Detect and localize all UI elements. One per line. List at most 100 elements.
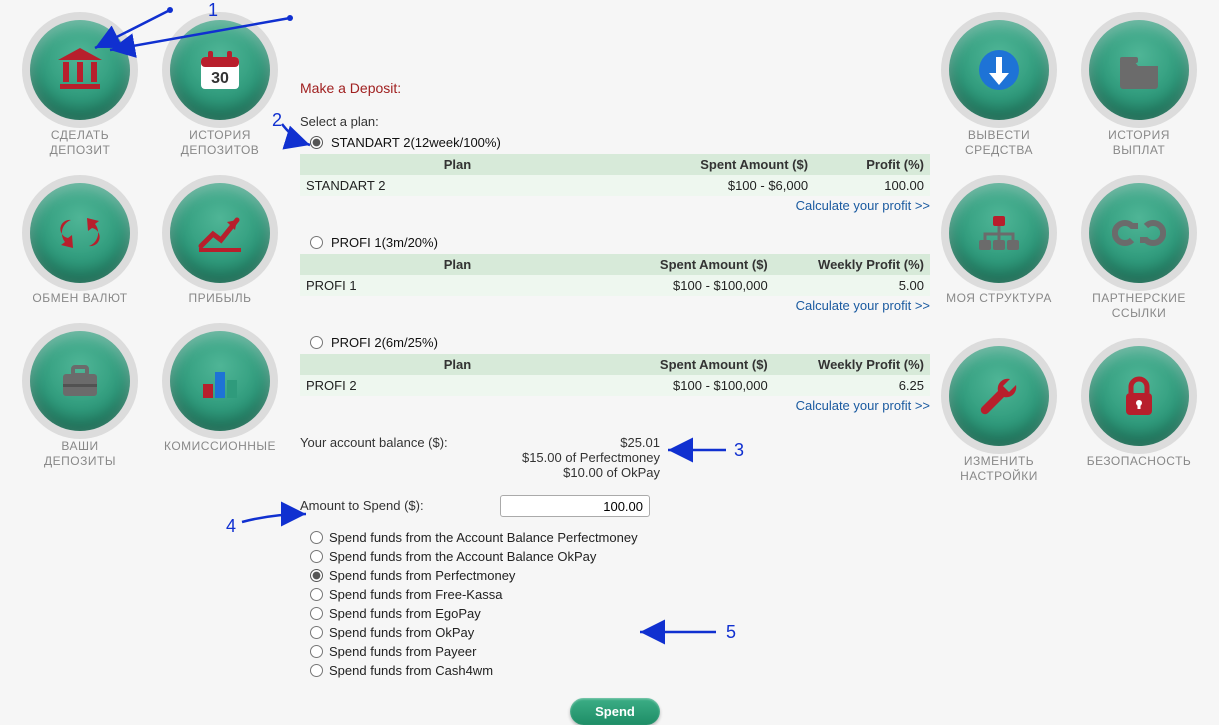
calendar-icon: 30 <box>170 20 270 120</box>
plan-td: $100 - $6,000 <box>615 175 814 196</box>
plan-th: Plan <box>300 354 615 375</box>
right-nav-row-1: МОЯ СТРУКТУРА ПАРТНЕРСКИЕ ССЫЛКИ <box>944 183 1194 321</box>
briefcase-icon <box>30 331 130 431</box>
plan-table: Plan Spent Amount ($) Weekly Profit (%) … <box>300 354 930 396</box>
nav-commissions[interactable]: КОМИССИОННЫЕ <box>165 331 275 469</box>
plan-radio-profi2[interactable] <box>310 336 323 349</box>
fund-label[interactable]: Spend funds from the Account Balance OkP… <box>329 549 596 564</box>
bars-icon <box>170 331 270 431</box>
plan-th: Plan <box>300 254 615 275</box>
balance-total: $25.01 <box>500 435 660 450</box>
plan-table: Plan Spent Amount ($) Profit (%) STANDAR… <box>300 154 930 196</box>
fund-radio-payeer[interactable] <box>310 645 323 658</box>
fund-radio-perfectmoney[interactable] <box>310 569 323 582</box>
plan-th: Spent Amount ($) <box>615 154 814 175</box>
balance-section: Your account balance ($): $25.01 $15.00 … <box>300 435 930 518</box>
page-title: Make a Deposit: <box>300 80 930 96</box>
plan-th: Spent Amount ($) <box>615 254 774 275</box>
exchange-icon <box>30 183 130 283</box>
fund-radio-balance-pm[interactable] <box>310 531 323 544</box>
amount-input[interactable] <box>500 495 650 517</box>
annotation-number: 4 <box>226 516 236 537</box>
nav-partner-links[interactable]: ПАРТНЕРСКИЕ ССЫЛКИ <box>1084 183 1194 321</box>
left-nav-row-1: ОБМЕН ВАЛЮТ ПРИБЫЛЬ <box>25 183 275 306</box>
fund-label[interactable]: Spend funds from Free-Kassa <box>329 587 502 602</box>
plan-block: PROFI 1(3m/20%) Plan Spent Amount ($) We… <box>300 235 930 313</box>
right-nav-row-0: ВЫВЕСТИ СРЕДСТВА ИСТОРИЯ ВЫПЛАТ <box>944 20 1194 158</box>
nav-make-deposit[interactable]: СДЕЛАТЬ ДЕПОЗИТ <box>25 20 135 158</box>
nav-label: ИЗМЕНИТЬ НАСТРОЙКИ <box>944 454 1054 484</box>
nav-exchange[interactable]: ОБМЕН ВАЛЮТ <box>25 183 135 306</box>
funding-options: Spend funds from the Account Balance Per… <box>300 528 930 680</box>
fund-label[interactable]: Spend funds from OkPay <box>329 625 474 640</box>
plan-radio-standart2[interactable] <box>310 136 323 149</box>
right-nav-row-2: ИЗМЕНИТЬ НАСТРОЙКИ БЕЗОПАСНОСТЬ <box>944 346 1194 484</box>
plan-block: STANDART 2(12week/100%) Plan Spent Amoun… <box>300 135 930 213</box>
plan-th: Spent Amount ($) <box>615 354 774 375</box>
plan-block: PROFI 2(6m/25%) Plan Spent Amount ($) We… <box>300 335 930 413</box>
calc-profit-link[interactable]: Calculate your profit >> <box>796 198 930 213</box>
structure-icon <box>949 183 1049 283</box>
nav-label: ПРИБЫЛЬ <box>188 291 251 306</box>
nav-structure[interactable]: МОЯ СТРУКТУРА <box>944 183 1054 321</box>
nav-label: ПАРТНЕРСКИЕ ССЫЛКИ <box>1084 291 1194 321</box>
nav-label: ИСТОРИЯ ВЫПЛАТ <box>1084 128 1194 158</box>
calc-profit-link[interactable]: Calculate your profit >> <box>796 298 930 313</box>
fund-label[interactable]: Spend funds from EgoPay <box>329 606 481 621</box>
nav-your-deposits[interactable]: ВАШИ ДЕПОЗИТЫ <box>25 331 135 469</box>
annotation-number: 1 <box>208 0 218 21</box>
nav-settings[interactable]: ИЗМЕНИТЬ НАСТРОЙКИ <box>944 346 1054 484</box>
plan-radio-label[interactable]: PROFI 2(6m/25%) <box>331 335 438 350</box>
deposit-form: Make a Deposit: Select a plan: STANDART … <box>300 80 930 725</box>
wrench-icon <box>949 346 1049 446</box>
nav-label: МОЯ СТРУКТУРА <box>946 291 1052 306</box>
plan-th: Weekly Profit (%) <box>774 254 930 275</box>
plan-th: Weekly Profit (%) <box>774 354 930 375</box>
fund-radio-cash4wm[interactable] <box>310 664 323 677</box>
nav-deposit-history[interactable]: 30 ИСТОРИЯ ДЕПОЗИТОВ <box>165 20 275 158</box>
nav-label: ВЫВЕСТИ СРЕДСТВА <box>944 128 1054 158</box>
balance-line: $15.00 of Perfectmoney <box>500 450 660 465</box>
left-nav: СДЕЛАТЬ ДЕПОЗИТ 30 ИСТОРИЯ ДЕПОЗИТОВ ОБМ… <box>25 20 275 469</box>
left-nav-row-2: ВАШИ ДЕПОЗИТЫ КОМИССИОННЫЕ <box>25 331 275 469</box>
nav-label: БЕЗОПАСНОСТЬ <box>1087 454 1192 469</box>
annotation-number: 5 <box>726 622 736 643</box>
fund-radio-okpay[interactable] <box>310 626 323 639</box>
plan-td: $100 - $100,000 <box>615 275 774 296</box>
plan-td: PROFI 1 <box>300 275 615 296</box>
annotation-number: 2 <box>272 110 282 131</box>
balance-line: $10.00 of OkPay <box>500 465 660 480</box>
calc-profit-link[interactable]: Calculate your profit >> <box>796 398 930 413</box>
nav-label: ВАШИ ДЕПОЗИТЫ <box>25 439 135 469</box>
nav-security[interactable]: БЕЗОПАСНОСТЬ <box>1084 346 1194 484</box>
nav-label: КОМИССИОННЫЕ <box>164 439 276 454</box>
plan-td: STANDART 2 <box>300 175 615 196</box>
plan-td: 6.25 <box>774 375 930 396</box>
plan-th: Profit (%) <box>814 154 930 175</box>
nav-payout-history[interactable]: ИСТОРИЯ ВЫПЛАТ <box>1084 20 1194 158</box>
folder-icon <box>1089 20 1189 120</box>
nav-profit[interactable]: ПРИБЫЛЬ <box>165 183 275 306</box>
fund-label[interactable]: Spend funds from Cash4wm <box>329 663 493 678</box>
nav-label: СДЕЛАТЬ ДЕПОЗИТ <box>25 128 135 158</box>
nav-withdraw[interactable]: ВЫВЕСТИ СРЕДСТВА <box>944 20 1054 158</box>
plan-td: PROFI 2 <box>300 375 615 396</box>
plan-radio-label[interactable]: STANDART 2(12week/100%) <box>331 135 501 150</box>
plan-radio-profi1[interactable] <box>310 236 323 249</box>
plan-td: 100.00 <box>814 175 930 196</box>
bank-icon <box>30 20 130 120</box>
fund-radio-freekassa[interactable] <box>310 588 323 601</box>
plan-radio-label[interactable]: PROFI 1(3m/20%) <box>331 235 438 250</box>
chart-up-icon <box>170 183 270 283</box>
plan-table: Plan Spent Amount ($) Weekly Profit (%) … <box>300 254 930 296</box>
plan-th: Plan <box>300 154 615 175</box>
fund-label[interactable]: Spend funds from Perfectmoney <box>329 568 515 583</box>
spend-button[interactable]: Spend <box>570 698 660 725</box>
fund-label[interactable]: Spend funds from the Account Balance Per… <box>329 530 638 545</box>
plan-td: $100 - $100,000 <box>615 375 774 396</box>
nav-label: ОБМЕН ВАЛЮТ <box>32 291 127 306</box>
svg-text:30: 30 <box>211 70 229 87</box>
fund-radio-egopay[interactable] <box>310 607 323 620</box>
annotation-number: 3 <box>734 440 744 461</box>
fund-radio-balance-okpay[interactable] <box>310 550 323 563</box>
